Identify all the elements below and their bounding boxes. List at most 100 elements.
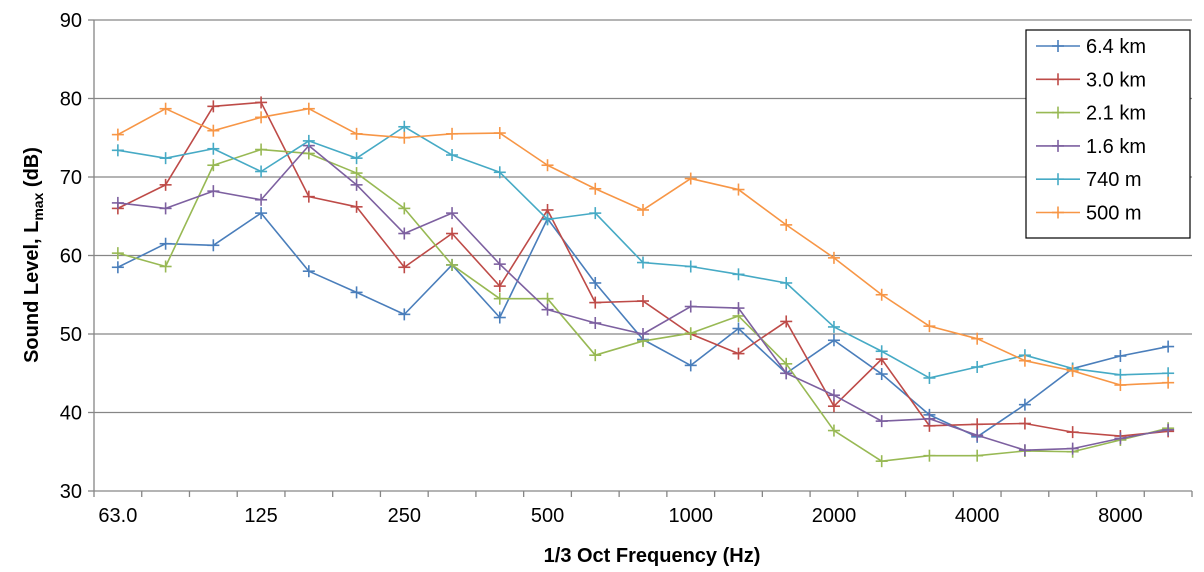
data-point-740-m (971, 360, 984, 373)
data-point-500-m (159, 102, 172, 115)
y-tick-label-70: 70 (60, 167, 82, 189)
legend-label-6-4-km: 6.4 km (1086, 36, 1146, 58)
data-point-2-1-km (398, 202, 411, 215)
data-point-1-6-km (159, 202, 172, 215)
x-tick-label-500: 500 (531, 505, 564, 527)
gridlines (94, 19, 1192, 414)
data-point-2-1-km (111, 247, 124, 260)
legend-label-1-6-km: 1.6 km (1086, 136, 1146, 158)
data-point-740-m (1114, 368, 1127, 381)
data-point-1-6-km (541, 303, 554, 316)
data-point-6-4-km (255, 207, 268, 220)
legend-item-500-m: 500 m (1036, 203, 1142, 225)
data-point-500-m (684, 172, 697, 185)
data-point-6-4-km (350, 286, 363, 299)
x-tick-label-63.0: 63.0 (98, 505, 137, 527)
data-point-500-m (111, 128, 124, 141)
data-point-500-m (827, 251, 840, 264)
data-point-2-1-km (971, 449, 984, 462)
legend-item-3-0-km: 3.0 km (1036, 69, 1146, 91)
data-point-1-6-km (1114, 432, 1127, 445)
data-point-3-0-km (1066, 426, 1079, 439)
legend-item-2-1-km: 2.1 km (1036, 103, 1146, 125)
data-point-6-4-km (398, 308, 411, 321)
x-tick-label-8000: 8000 (1098, 505, 1143, 527)
legend-item-6-4-km: 6.4 km (1036, 36, 1146, 58)
data-point-740-m (589, 207, 602, 220)
x-tick-label-250: 250 (388, 505, 421, 527)
data-point-500-m (350, 127, 363, 140)
y-axis-title-unit: (dB) (21, 147, 43, 193)
data-point-1-6-km (1066, 442, 1079, 455)
data-point-1-6-km (684, 300, 697, 313)
data-point-6-4-km (207, 239, 220, 252)
data-point-1-6-km (398, 227, 411, 240)
data-point-740-m (541, 213, 554, 226)
data-point-500-m (589, 182, 602, 195)
data-point-3-0-km (732, 347, 745, 360)
data-series (111, 96, 1175, 468)
data-point-740-m (637, 256, 649, 269)
data-point-1-6-km (350, 178, 363, 191)
y-tick-label-30: 30 (60, 481, 82, 503)
data-point-6-4-km (302, 265, 315, 278)
data-point-3-0-km (780, 315, 793, 328)
data-point-3-0-km (207, 100, 220, 113)
data-point-6-4-km (1114, 349, 1127, 362)
data-point-740-m (159, 152, 172, 165)
data-point-3-0-km (159, 178, 172, 191)
data-point-740-m (780, 276, 793, 289)
data-point-740-m (446, 149, 459, 162)
data-point-740-m (350, 152, 363, 165)
y-axis-title: Sound Level, Lmax (dB) (21, 147, 46, 363)
legend-label-2-1-km: 2.1 km (1086, 103, 1146, 125)
axes (88, 19, 1193, 497)
data-point-2-1-km (541, 292, 554, 305)
y-tick-label-60: 60 (60, 246, 82, 268)
series-740-m (111, 120, 1175, 384)
series-1-6-km (111, 139, 1175, 457)
data-point-3-0-km (1018, 417, 1031, 430)
legend-box (1025, 29, 1191, 239)
data-point-2-1-km (923, 449, 936, 462)
data-point-1-6-km (446, 207, 459, 220)
data-point-2-1-km (446, 258, 459, 271)
data-point-1-6-km (875, 415, 888, 428)
legend-item-740-m: 740 m (1036, 169, 1142, 191)
x-axis-title: 1/3 Oct Frequency (Hz) (544, 545, 761, 567)
data-point-1-6-km (923, 412, 936, 425)
data-point-6-4-km (827, 334, 840, 347)
data-point-740-m (398, 120, 411, 133)
data-point-2-1-km (589, 349, 602, 362)
data-point-2-1-km (159, 260, 172, 273)
data-point-2-1-km (255, 143, 268, 156)
data-point-1-6-km (589, 317, 602, 330)
data-point-740-m (684, 260, 697, 273)
data-point-1-6-km (780, 367, 793, 380)
data-point-2-1-km (875, 455, 888, 468)
data-point-500-m (923, 320, 936, 333)
data-point-500-m (1114, 379, 1127, 392)
series-500-m (111, 102, 1175, 392)
data-point-1-6-km (827, 389, 840, 402)
data-point-6-4-km (1162, 340, 1175, 353)
data-point-6-4-km (875, 368, 888, 381)
data-point-1-6-km (207, 185, 220, 198)
data-point-1-6-km (637, 328, 649, 340)
data-point-3-0-km (589, 296, 602, 309)
data-point-1-6-km (1162, 423, 1175, 436)
legend-item-1-6-km: 1.6 km (1036, 136, 1146, 158)
data-point-500-m (780, 218, 793, 231)
data-point-3-0-km (493, 280, 506, 293)
data-point-6-4-km (684, 359, 697, 372)
data-point-500-m (732, 183, 745, 196)
data-point-500-m (398, 131, 411, 144)
y-tick-label-90: 90 (60, 10, 82, 32)
data-point-3-0-km (446, 227, 459, 240)
data-point-740-m (732, 268, 745, 281)
data-point-6-4-km (1018, 398, 1031, 411)
data-point-740-m (827, 320, 840, 333)
data-point-2-1-km (493, 292, 506, 305)
data-point-6-4-km (159, 237, 172, 250)
